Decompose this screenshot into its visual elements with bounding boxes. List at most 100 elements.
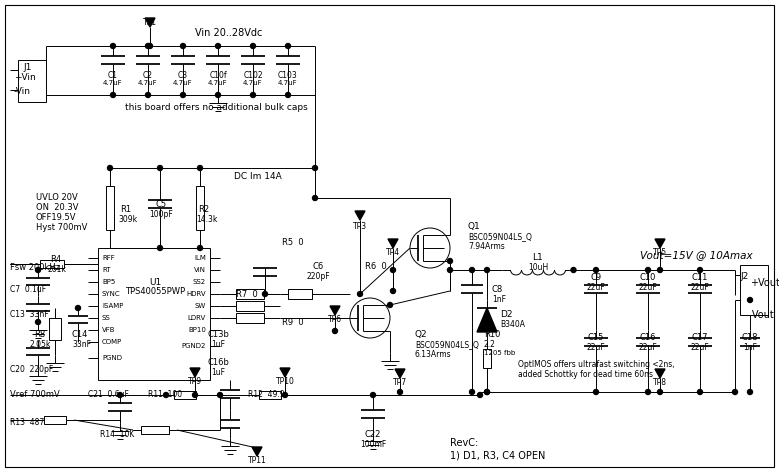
Text: B340A: B340A [500, 320, 525, 329]
Text: C16b: C16b [207, 358, 229, 367]
Circle shape [217, 393, 223, 397]
Circle shape [748, 389, 753, 395]
Text: L1: L1 [533, 253, 544, 262]
Text: DC Im 14A: DC Im 14A [234, 172, 282, 181]
Text: C3: C3 [178, 71, 188, 80]
Circle shape [594, 389, 598, 395]
Text: C10f: C10f [210, 71, 227, 80]
Text: 2.2: 2.2 [484, 340, 496, 349]
Text: C21  0.6uF: C21 0.6uF [88, 390, 129, 399]
Text: OptIMOS offers ultrafast switching <2ns,: OptIMOS offers ultrafast switching <2ns, [518, 360, 675, 369]
Text: R14  10K: R14 10K [100, 430, 134, 439]
Circle shape [312, 195, 318, 201]
Text: R11  100: R11 100 [148, 390, 182, 399]
Text: RevC:: RevC: [450, 438, 478, 448]
Text: 100mF: 100mF [360, 440, 386, 449]
Text: C8: C8 [492, 285, 503, 294]
Circle shape [697, 389, 703, 395]
Circle shape [646, 268, 650, 272]
Text: R4: R4 [50, 255, 61, 264]
Text: 220pF: 220pF [306, 272, 330, 281]
Circle shape [146, 43, 150, 49]
Polygon shape [655, 239, 665, 248]
Circle shape [118, 393, 122, 397]
Text: 1uF: 1uF [211, 368, 225, 377]
Text: Vout=15V @ 10Amax: Vout=15V @ 10Amax [640, 250, 753, 260]
Circle shape [732, 389, 738, 395]
Text: R13  487: R13 487 [10, 418, 44, 427]
Text: C6: C6 [312, 262, 323, 271]
Text: 22uF: 22uF [587, 283, 605, 292]
Text: 22uF: 22uF [691, 283, 710, 292]
Text: HDRV: HDRV [186, 291, 206, 297]
Text: C18: C18 [742, 333, 758, 342]
Text: C5: C5 [156, 200, 167, 209]
Circle shape [36, 268, 41, 272]
Text: 4.7uF: 4.7uF [278, 80, 298, 86]
Text: C13b: C13b [207, 330, 229, 339]
Circle shape [485, 389, 489, 395]
Circle shape [594, 268, 598, 272]
Text: C103: C103 [278, 71, 298, 80]
Polygon shape [330, 306, 340, 315]
Circle shape [571, 268, 576, 272]
Circle shape [192, 393, 198, 397]
Polygon shape [280, 368, 290, 377]
Text: R5  0: R5 0 [282, 238, 304, 247]
Text: D2: D2 [500, 310, 513, 319]
Circle shape [283, 393, 287, 397]
Text: 100pF: 100pF [149, 210, 173, 219]
Text: 309k: 309k [118, 215, 137, 224]
Circle shape [108, 166, 112, 170]
Polygon shape [355, 211, 365, 220]
Circle shape [263, 292, 267, 296]
Circle shape [333, 329, 337, 334]
Text: 14.3k: 14.3k [196, 215, 217, 224]
Circle shape [36, 320, 41, 325]
Text: 4.7uF: 4.7uF [243, 80, 263, 86]
Text: 261k: 261k [48, 265, 67, 274]
Text: C1: C1 [108, 71, 118, 80]
Text: RT: RT [102, 267, 111, 273]
Text: 1nF: 1nF [492, 295, 506, 304]
Circle shape [157, 245, 163, 251]
Text: 1uF: 1uF [211, 340, 225, 349]
Text: R12  49.9: R12 49.9 [248, 390, 284, 399]
Bar [288, 289, 312, 299]
Bar [236, 289, 264, 299]
Text: this board offers no additional bulk caps: this board offers no additional bulk cap… [125, 103, 308, 112]
Text: added Schottky for dead time 60ns: added Schottky for dead time 60ns [518, 370, 653, 379]
Text: PGND: PGND [102, 355, 122, 361]
Bar [174, 391, 196, 399]
Text: Q1: Q1 [468, 222, 481, 231]
Polygon shape [145, 18, 155, 27]
Text: BP5: BP5 [102, 279, 115, 285]
Circle shape [198, 166, 203, 170]
Text: TP11: TP11 [248, 456, 266, 465]
Text: TP4: TP4 [386, 248, 400, 257]
Bar [49, 318, 61, 340]
Text: SS2: SS2 [193, 279, 206, 285]
Text: C22: C22 [365, 430, 381, 439]
Text: C13  33nF: C13 33nF [10, 310, 48, 319]
Circle shape [251, 43, 256, 49]
Bar [483, 349, 491, 368]
Text: J2: J2 [740, 272, 749, 281]
Circle shape [111, 93, 115, 98]
Circle shape [251, 93, 256, 98]
Text: C7  0.1uF: C7 0.1uF [10, 285, 46, 294]
Text: OFF19.5V: OFF19.5V [36, 213, 76, 222]
Text: R1: R1 [120, 205, 131, 214]
Circle shape [397, 389, 403, 395]
Polygon shape [395, 369, 405, 378]
Text: 22uF: 22uF [639, 283, 657, 292]
Text: ON  20.3V: ON 20.3V [36, 203, 79, 212]
Bar [40, 260, 64, 268]
Text: TP1: TP1 [143, 18, 157, 27]
Circle shape [198, 245, 203, 251]
Circle shape [478, 393, 482, 397]
Text: C102: C102 [243, 71, 263, 80]
Bar [740, 265, 768, 315]
Text: 6.13Arms: 6.13Arms [415, 350, 452, 359]
Bar [236, 313, 264, 323]
